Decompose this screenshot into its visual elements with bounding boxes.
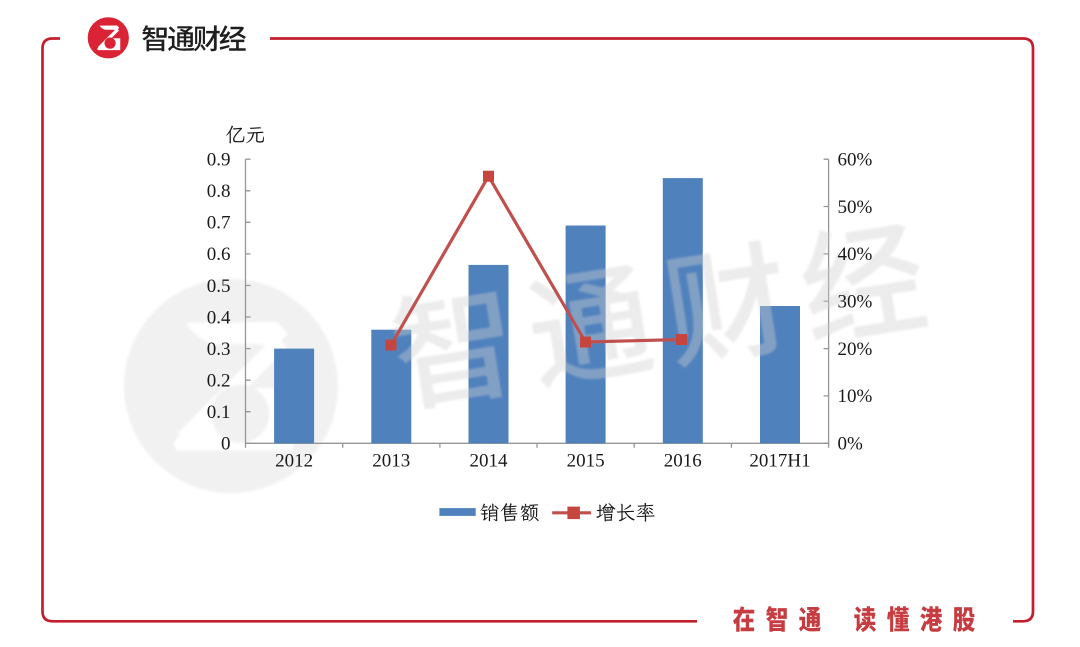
svg-text:0.1: 0.1	[207, 402, 231, 423]
svg-text:0.7: 0.7	[207, 213, 231, 234]
svg-text:2012: 2012	[275, 451, 313, 472]
svg-text:0.2: 0.2	[207, 371, 231, 392]
svg-text:2013: 2013	[372, 451, 410, 472]
svg-text:2017H1: 2017H1	[749, 451, 810, 472]
svg-text:60%: 60%	[838, 150, 873, 171]
svg-text:0.3: 0.3	[207, 339, 231, 360]
svg-text:0.9: 0.9	[207, 150, 231, 171]
svg-text:10%: 10%	[838, 386, 873, 407]
svg-text:0.6: 0.6	[207, 244, 231, 265]
svg-text:0: 0	[221, 434, 231, 455]
svg-text:30%: 30%	[838, 292, 873, 313]
svg-text:0.5: 0.5	[207, 276, 231, 297]
svg-text:0%: 0%	[838, 434, 864, 455]
svg-text:50%: 50%	[838, 197, 873, 218]
svg-text:2014: 2014	[470, 451, 509, 472]
svg-text:0.4: 0.4	[207, 307, 231, 328]
svg-text:2016: 2016	[664, 451, 702, 472]
svg-text:2015: 2015	[567, 451, 605, 472]
svg-text:20%: 20%	[838, 339, 873, 360]
svg-text:40%: 40%	[838, 244, 873, 265]
svg-text:0.8: 0.8	[207, 181, 231, 202]
